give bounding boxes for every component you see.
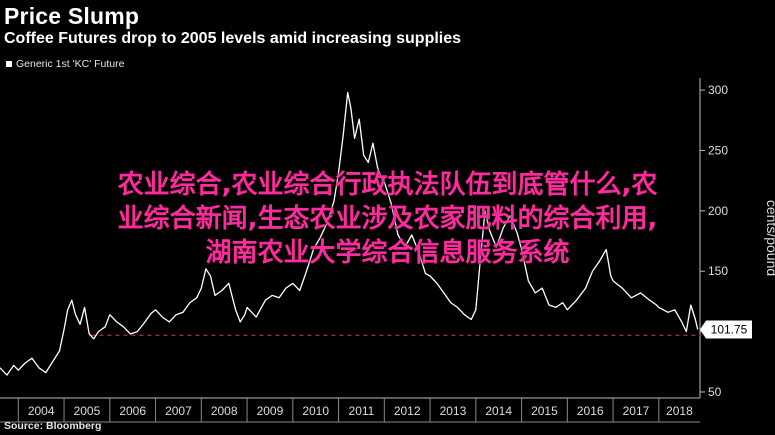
overlay-line-1: 农业综合,农业综合行政执法队伍到底管什么,农 — [117, 170, 658, 200]
x-tick-label: 2005 — [74, 404, 101, 418]
chart-title: Price Slump — [4, 3, 140, 29]
x-tick-label: 2012 — [394, 404, 421, 418]
watermark-overlay: 农业综合,农业综合行政执法队伍到底管什么,农 业综合新闻,生态农业涉及农家肥料的… — [0, 168, 775, 270]
overlay-line-3: 湖南农业大学综合信息服务系统 — [205, 238, 570, 268]
y-tick-label: 250 — [708, 143, 728, 157]
x-tick-label: 2007 — [165, 404, 192, 418]
x-tick-label: 2017 — [623, 404, 650, 418]
legend-label: Generic 1st 'KC' Future — [16, 58, 125, 70]
y-tick-label: 300 — [708, 83, 728, 97]
x-tick-label: 2009 — [257, 404, 284, 418]
x-tick-label: 2018 — [666, 404, 693, 418]
overlay-line-2: 业综合新闻,生态农业涉及农家肥料的综合利用, — [117, 204, 658, 234]
y-axis-label: cents/pound — [764, 200, 775, 276]
x-tick-label: 2013 — [440, 404, 467, 418]
last-value-box — [700, 320, 752, 339]
x-tick-label: 2015 — [531, 404, 558, 418]
last-value-label: 101.75 — [711, 322, 748, 336]
x-tick-label: 2014 — [485, 404, 512, 418]
y-tick-label: 200 — [708, 204, 728, 218]
x-tick-label: 2004 — [28, 404, 55, 418]
x-tick-label: 2016 — [577, 404, 604, 418]
source-note: Source: Bloomberg — [4, 420, 102, 432]
y-tick-label: 150 — [708, 264, 728, 278]
legend-swatch — [6, 61, 12, 67]
x-tick-label: 2010 — [302, 404, 329, 418]
x-tick-label: 2008 — [211, 404, 238, 418]
y-tick-label: 50 — [708, 385, 722, 399]
legend: Generic 1st 'KC' Future — [6, 58, 124, 70]
series-line-0 — [0, 91, 699, 376]
chart-subtitle: Coffee Futures drop to 2005 levels amid … — [4, 30, 462, 47]
x-tick-label: 2011 — [349, 404, 375, 418]
x-tick-label: 2006 — [119, 404, 146, 418]
